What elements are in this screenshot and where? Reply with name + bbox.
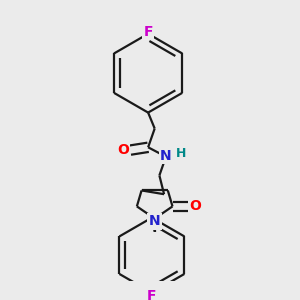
Text: O: O [189, 200, 201, 213]
Text: O: O [117, 143, 129, 157]
Text: F: F [143, 25, 153, 39]
Text: H: H [176, 147, 186, 161]
Text: N: N [149, 214, 161, 228]
Text: N: N [160, 149, 172, 163]
Text: F: F [147, 289, 157, 300]
